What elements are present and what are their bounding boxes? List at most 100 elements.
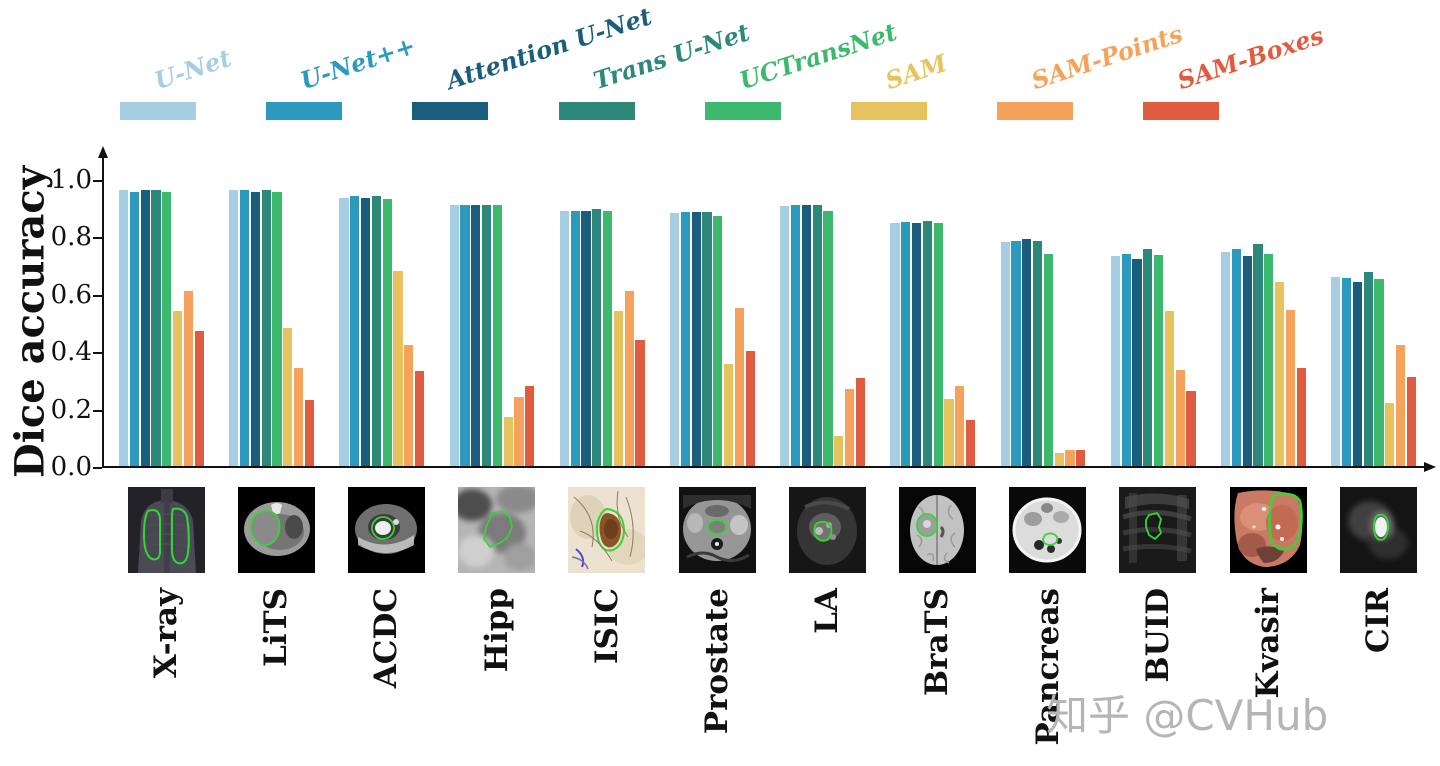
bar-sam-points-acdc [404,345,414,466]
bar-uctransnet-x-ray [162,192,172,466]
bar-sam-points-cir [1396,345,1406,466]
isic-image-icon [568,487,646,573]
legend-label-uctransnet: UCTransNet [735,16,901,96]
buid-image-icon [1119,487,1197,573]
la-image-icon [788,487,866,573]
bar-sam-points-pancreas [1065,450,1075,466]
bar-uctransnet-buid [1154,255,1164,466]
bar-u-net-kvasir [1231,249,1241,466]
bar-attention-u-net-buid [1132,259,1142,466]
y-tick-label: 0.0 [50,452,92,482]
bar-uctransnet-hipp [492,205,502,466]
bar-uctransnet-prostate [713,216,723,466]
y-axis-arrow-icon [98,146,108,158]
y-tick-label: 0.8 [50,222,92,253]
bar-trans-u-net-cir [1363,272,1373,466]
bar-u-net-prostate [680,212,690,466]
bar-sam-boxes-prostate [745,351,755,466]
bar-u-net-cir [1331,277,1341,466]
bar-sam-points-x-ray [183,291,193,466]
bar-sam-cir [1385,403,1395,466]
bar-attention-u-net-kvasir [1242,256,1252,466]
legend-swatch-sam-boxes [1143,102,1220,120]
bar-attention-u-net-brats [912,223,922,466]
bar-attention-u-net-lits [250,192,260,466]
pancreas-image-icon [1009,487,1087,573]
bar-sam-boxes-pancreas [1076,450,1086,466]
brats-image-icon [898,487,976,573]
legend-swatch-uctransnet [704,102,781,120]
bar-u-net-pancreas [1000,242,1010,466]
bar-uctransnet-cir [1374,279,1384,466]
x-tick-label-text: X-ray [148,588,184,679]
legend-swatch-sam-points [997,102,1074,120]
bar-sam-prostate [724,364,734,466]
bar-sam-boxes-acdc [415,371,425,466]
hipp-image-icon [458,487,536,573]
bar-u-net-brats [901,222,911,466]
bar-uctransnet-isic [603,211,613,466]
y-tick-mark [93,352,102,355]
y-tick-label: 0.4 [50,337,92,368]
bar-sam-points-kvasir [1285,310,1295,466]
bar-u-net-kvasir [1221,252,1231,466]
bar-trans-u-net-prostate [702,212,712,466]
x-tick-label-prostate: Prostate [693,588,741,766]
y-tick-mark [93,294,102,297]
bar-u-net-isic [559,211,569,466]
x-tick-label-text: BUID [1139,588,1176,683]
bar-attention-u-net-pancreas [1022,239,1032,466]
bar-sam-boxes-buid [1186,391,1196,466]
y-tick-mark [93,409,102,412]
lits-image-icon [237,487,315,573]
bar-u-net-la [780,206,790,466]
bar-u-net-prostate [670,213,680,466]
xray-image-icon [127,487,205,573]
bar-u-net-brats [890,223,900,466]
x-tick-label-brats: BraTS [913,588,961,766]
legend-swatch-trans-u-net [558,102,635,120]
bar-attention-u-net-x-ray [140,190,150,466]
x-tick-label-text: ACDC [368,588,405,689]
x-tick-label-text: Prostate [699,588,735,735]
bar-sam-la [834,436,844,466]
x-tick-label-text: CIR [1360,588,1397,653]
legend-label-u-net: U-Net++ [296,30,420,96]
bar-uctransnet-pancreas [1043,254,1053,466]
legend-swatch-u-net [120,102,196,120]
bar-sam-pancreas [1054,453,1064,466]
bar-trans-u-net-lits [261,190,271,466]
bar-sam-points-lits [294,368,304,466]
x-tick-label-text: LA [809,588,846,634]
bar-attention-u-net-la [801,205,811,466]
bar-uctransnet-kvasir [1264,254,1274,466]
bar-sam-points-brats [955,386,965,466]
x-tick-label-text: BraTS [919,588,956,697]
bar-sam-boxes-la [855,378,865,466]
thumbnail-isic [568,487,646,573]
y-tick-label: 0.2 [50,394,92,425]
bar-uctransnet-lits [272,192,282,466]
bar-u-net-cir [1342,278,1352,466]
bar-sam-points-buid [1175,370,1185,466]
legend-swatch-attention-u-net [412,102,489,120]
cir-image-icon [1339,487,1417,573]
bar-trans-u-net-la [812,205,822,466]
y-tick-mark [93,467,102,469]
bar-uctransnet-acdc [382,199,392,466]
x-tick-label-text: LiTS [258,588,295,668]
bar-u-net-acdc [350,196,360,466]
bar-trans-u-net-kvasir [1253,244,1263,466]
acdc-image-icon [347,487,425,573]
x-tick-label-la: LA [803,588,851,766]
y-tick-label: 1.0 [50,165,92,195]
x-tick-label-cir: CIR [1354,588,1402,766]
kvasir-image-icon [1229,487,1307,573]
bar-u-net-acdc [339,198,349,466]
bar-uctransnet-brats [933,223,943,466]
y-tick-label: 0.6 [50,279,92,310]
bar-trans-u-net-buid [1143,249,1153,466]
bar-trans-u-net-isic [592,209,602,466]
bar-trans-u-net-x-ray [151,190,161,466]
